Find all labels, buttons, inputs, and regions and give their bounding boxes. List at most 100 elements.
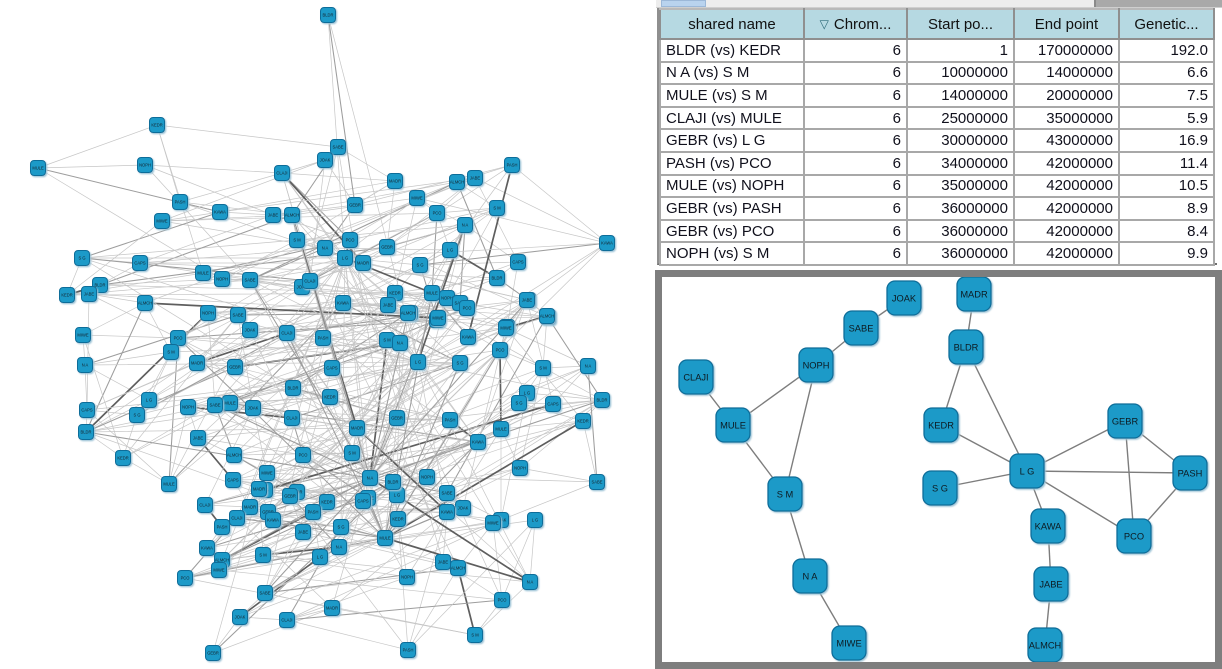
network-edge[interactable] bbox=[296, 420, 584, 493]
network-edge[interactable] bbox=[81, 239, 298, 259]
network-edge[interactable] bbox=[221, 477, 371, 561]
network-node[interactable] bbox=[141, 392, 157, 408]
network-edge[interactable] bbox=[85, 427, 358, 433]
network-node[interactable] bbox=[519, 292, 535, 308]
network-edge[interactable] bbox=[37, 167, 221, 213]
network-edge[interactable] bbox=[354, 164, 513, 206]
network-node[interactable] bbox=[59, 287, 75, 303]
network-node[interactable] bbox=[1027, 627, 1063, 662]
network-edge[interactable] bbox=[37, 164, 146, 169]
network-node[interactable] bbox=[330, 139, 346, 155]
network-edge[interactable] bbox=[214, 404, 464, 509]
network-edge[interactable] bbox=[296, 239, 459, 569]
network-node[interactable] bbox=[149, 117, 165, 133]
network-edge[interactable] bbox=[264, 361, 419, 594]
network-node[interactable] bbox=[387, 173, 403, 189]
network-edge[interactable] bbox=[196, 314, 239, 364]
network-edge[interactable] bbox=[384, 420, 584, 539]
table-row[interactable]: GEBR (vs) PCO 6 36000000 42000000 8.4 bbox=[659, 218, 1215, 244]
table-row[interactable]: MULE (vs) S M 6 14000000 20000000 7.5 bbox=[659, 83, 1215, 108]
network-edge[interactable] bbox=[82, 302, 146, 336]
network-edge[interactable] bbox=[218, 569, 503, 601]
network-edge[interactable] bbox=[249, 257, 346, 281]
network-edge[interactable] bbox=[272, 181, 458, 216]
network-node[interactable] bbox=[225, 472, 241, 488]
network-edge[interactable] bbox=[369, 224, 466, 479]
network-edge[interactable] bbox=[221, 537, 386, 561]
network-edge[interactable] bbox=[187, 387, 294, 408]
network-node[interactable] bbox=[545, 396, 561, 412]
scrollbar-thumb[interactable] bbox=[661, 0, 706, 7]
network-edge[interactable] bbox=[396, 419, 451, 496]
network-edge[interactable] bbox=[212, 607, 333, 654]
network-node[interactable] bbox=[1116, 518, 1152, 554]
network-edge[interactable] bbox=[219, 177, 476, 213]
network-edge[interactable] bbox=[506, 261, 519, 328]
network-edge[interactable] bbox=[219, 211, 274, 216]
network-node[interactable] bbox=[180, 399, 196, 415]
network-edge[interactable] bbox=[417, 307, 468, 363]
network-edge[interactable] bbox=[417, 361, 531, 583]
network-node[interactable] bbox=[452, 355, 468, 371]
network-edge[interactable] bbox=[264, 257, 346, 594]
network-node[interactable] bbox=[400, 305, 416, 321]
network-edge[interactable] bbox=[784, 364, 817, 495]
network-edge[interactable] bbox=[264, 567, 459, 594]
network-node[interactable] bbox=[449, 174, 465, 190]
network-node[interactable] bbox=[792, 558, 828, 594]
horizontal-scrollbar[interactable] bbox=[656, 0, 1222, 8]
network-edge[interactable] bbox=[82, 334, 124, 459]
network-edge[interactable] bbox=[499, 349, 502, 430]
network-node[interactable] bbox=[324, 600, 340, 616]
network-node[interactable] bbox=[922, 470, 958, 506]
network-edge[interactable] bbox=[356, 292, 433, 429]
network-edge[interactable] bbox=[1124, 420, 1135, 537]
network-node[interactable] bbox=[75, 327, 91, 343]
network-node[interactable] bbox=[442, 242, 458, 258]
network-edge[interactable] bbox=[144, 302, 172, 353]
network-edge[interactable] bbox=[81, 257, 419, 363]
network-edge[interactable] bbox=[286, 576, 408, 621]
network-edge[interactable] bbox=[340, 361, 419, 528]
network-edge[interactable] bbox=[291, 214, 346, 259]
network-node[interactable] bbox=[467, 627, 483, 643]
network-node[interactable] bbox=[257, 585, 273, 601]
network-edge[interactable] bbox=[302, 367, 544, 456]
network-edge[interactable] bbox=[196, 332, 288, 364]
network-node[interactable] bbox=[227, 359, 243, 375]
network-node[interactable] bbox=[843, 310, 879, 346]
network-edge[interactable] bbox=[168, 337, 179, 485]
network-edge[interactable] bbox=[221, 519, 274, 528]
network-node[interactable] bbox=[715, 407, 751, 443]
network-node[interactable] bbox=[226, 447, 242, 463]
network-edge[interactable] bbox=[301, 197, 418, 288]
network-node[interactable] bbox=[337, 250, 353, 266]
network-edge[interactable] bbox=[85, 312, 209, 433]
network-node[interactable] bbox=[242, 272, 258, 288]
network-node[interactable] bbox=[245, 400, 261, 416]
network-edge[interactable] bbox=[436, 316, 549, 321]
network-edge[interactable] bbox=[85, 399, 150, 433]
network-node[interactable] bbox=[319, 494, 335, 510]
network-edge[interactable] bbox=[264, 537, 386, 594]
table-row[interactable]: MULE (vs) NOPH 6 35000000 42000000 10.5 bbox=[659, 173, 1215, 199]
network-edge[interactable] bbox=[446, 315, 548, 494]
network-edge[interactable] bbox=[356, 349, 501, 429]
network-edge[interactable] bbox=[267, 511, 386, 539]
network-edge[interactable] bbox=[322, 312, 409, 339]
network-node[interactable] bbox=[279, 612, 295, 628]
network-edge[interactable] bbox=[239, 556, 321, 618]
network-edge[interactable] bbox=[349, 207, 498, 241]
network-edge[interactable] bbox=[286, 519, 502, 621]
network-node[interactable] bbox=[315, 330, 331, 346]
network-node[interactable] bbox=[1033, 566, 1069, 602]
network-node[interactable] bbox=[429, 205, 445, 221]
network-node[interactable] bbox=[535, 360, 551, 376]
network-node[interactable] bbox=[242, 322, 258, 338]
network-node[interactable] bbox=[265, 207, 281, 223]
network-edge[interactable] bbox=[369, 292, 433, 479]
network-node[interactable] bbox=[1172, 455, 1208, 491]
network-edge[interactable] bbox=[369, 477, 386, 539]
table-row[interactable]: PASH (vs) PCO 6 34000000 42000000 11.4 bbox=[659, 150, 1215, 176]
network-edge[interactable] bbox=[144, 164, 251, 281]
